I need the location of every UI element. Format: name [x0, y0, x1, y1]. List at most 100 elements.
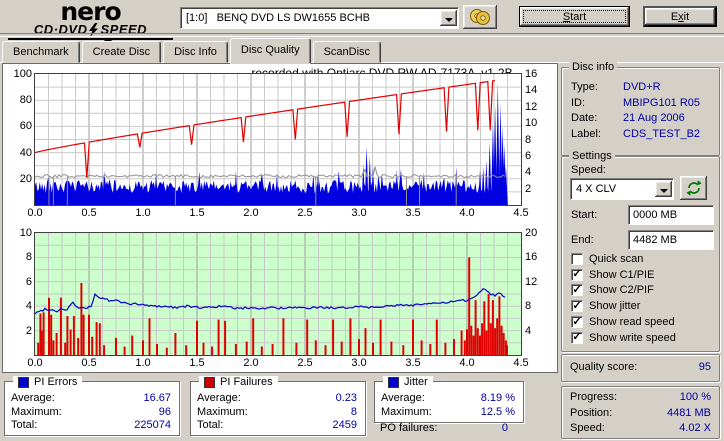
info-row: Date: 21 Aug 2006	[571, 112, 685, 124]
end-position-value: 4482 MB	[633, 234, 678, 246]
speed-label: Speed:	[571, 164, 606, 176]
jitter-stats-box: Jitter Average: 8.19 % Maximum: 12.5 %	[374, 376, 524, 423]
start-position-value: 0000 MB	[633, 209, 678, 221]
info-row: Maximum: 96	[11, 405, 171, 418]
info-row: Average: 16.67	[11, 392, 171, 404]
checkbox-show-c2-pif[interactable]: ✓ Show C2/PIF	[571, 283, 715, 299]
speed-select-arrow[interactable]	[655, 181, 672, 197]
disc-info-button[interactable]	[463, 5, 497, 29]
start-button[interactable]: Start	[519, 6, 630, 27]
checked-checkbox-icon[interactable]: ✓	[571, 299, 583, 313]
quality-score-label: Quality score:	[570, 361, 638, 373]
tab-disc-quality[interactable]: Disc Quality	[229, 38, 311, 64]
checkbox-label: Quick scan	[589, 252, 644, 265]
info-row: Maximum: 8	[197, 405, 357, 418]
jitter-rows: Average: 8.19 % Maximum: 12.5 %	[375, 382, 523, 419]
discs-icon	[470, 9, 490, 25]
settings-group: Settings Speed: 4 X CLV Start: 0000 MB E…	[561, 150, 720, 352]
exit-button-label: Exit	[670, 10, 690, 23]
po-failures-row: PO failures: 0	[380, 421, 508, 435]
drive-select[interactable]: [1:0] BENQ DVD LS DW1655 BCHB	[180, 7, 459, 29]
pi-failures-swatch	[204, 376, 215, 388]
pi-failures-title: PI Failures	[220, 376, 273, 388]
speed-select-value: 4 X CLV	[576, 183, 617, 195]
pi-errors-swatch	[18, 376, 29, 388]
checkbox-show-read-speed[interactable]: ✓ Show read speed	[571, 314, 715, 330]
info-row: Average: 0.23	[197, 392, 357, 404]
drive-select-arrow[interactable]	[440, 10, 457, 26]
pi-failures-stats-box: PI Failures Average: 0.23 Maximum: 8 Total: 2…	[190, 376, 366, 436]
checkbox-label: Show C2/PIF	[589, 284, 654, 297]
checkbox-show-jitter[interactable]: ✓ Show jitter	[571, 298, 715, 314]
logo-underline	[8, 38, 173, 40]
disc-info-legend: Disc info	[569, 61, 618, 73]
cd-dvd-speed-wordmark: CD·DVD SPEED	[8, 23, 173, 37]
info-row: Maximum: 12.5 %	[381, 405, 515, 418]
tab-scandisc[interactable]: ScanDisc	[312, 41, 382, 63]
pi-failures-stats-legend: PI Failures	[199, 376, 278, 388]
toolbar: nero CD·DVD SPEED [1:0] BENQ DVD LS DW16…	[0, 0, 724, 44]
pi-errors-chart	[34, 73, 522, 206]
pi-errors-title: PI Errors	[34, 376, 78, 388]
info-row: Label: CDS_TEST_B2	[571, 127, 701, 140]
info-row: Position: 4481 MB	[570, 406, 711, 419]
tab-disc-info[interactable]: Disc Info	[163, 41, 228, 63]
checkbox-label: Show C1/PIE	[589, 268, 655, 281]
quality-score-value: 95	[698, 361, 711, 373]
chevron-down-icon	[444, 17, 453, 26]
checked-checkbox-icon[interactable]: ✓	[571, 268, 583, 281]
refresh-icon	[685, 180, 702, 196]
refresh-button[interactable]	[680, 176, 707, 200]
start-position-label: Start:	[571, 209, 598, 221]
drive-select-value: [1:0] BENQ DVD LS DW1655 BCHB	[186, 12, 371, 24]
start-position-input[interactable]: 0000 MB	[628, 205, 714, 225]
info-row: ID: MBIPG101 R05	[571, 96, 701, 109]
info-row: Speed: 4.02 X	[570, 422, 711, 434]
checkbox-label: Show jitter	[589, 300, 641, 313]
options-checkbox-list: Quick scan ✓ Show C1/PIE ✓ Show C2/PIF ✓ Show …	[571, 251, 715, 346]
progress-rows: Progress: 100 % Position: 4481 MB Speed: 4.02…	[562, 387, 719, 437]
checkbox-quick-scan[interactable]: Quick scan	[571, 251, 715, 267]
product-right: SPEED	[100, 22, 148, 37]
speed-select[interactable]: 4 X CLV	[570, 178, 674, 200]
tab-benchmark[interactable]: Benchmark	[2, 41, 80, 63]
info-row: Average: 8.19 %	[381, 392, 515, 404]
tab-bar: Benchmark Create Disc Disc Info Disc Qualit…	[2, 38, 383, 64]
unchecked-checkbox-icon[interactable]	[571, 252, 583, 265]
checked-checkbox-icon[interactable]: ✓	[571, 331, 583, 344]
quality-score-box: Quality score: 95	[561, 354, 720, 382]
start-button-label: Start	[562, 10, 587, 23]
jitter-stats-legend: Jitter	[383, 376, 433, 388]
tab-create-disc[interactable]: Create Disc	[81, 41, 162, 63]
po-failures-label: PO failures:	[380, 422, 438, 434]
exit-button[interactable]: Exit	[643, 6, 717, 27]
disc-info-group: Disc info Type: DVD+R ID: MBIPG101 R05 Date:…	[561, 61, 720, 156]
jitter-swatch	[388, 376, 399, 388]
end-position-input[interactable]: 4482 MB	[628, 230, 714, 250]
product-left: CD·DVD	[33, 22, 88, 37]
disc-info-rows: Type: DVD+R ID: MBIPG101 R05 Date: 21 Aug 200…	[571, 80, 713, 142]
checkbox-show-c1-pie[interactable]: ✓ Show C1/PIE	[571, 267, 715, 283]
info-row: Progress: 100 %	[570, 391, 711, 403]
info-row: Total: 225074	[11, 419, 171, 431]
progress-box: Progress: 100 % Position: 4481 MB Speed: 4.02…	[561, 386, 720, 439]
checked-checkbox-icon[interactable]: ✓	[571, 283, 583, 297]
checked-checkbox-icon[interactable]: ✓	[571, 315, 583, 329]
bolt-icon	[89, 23, 99, 37]
info-row: Type: DVD+R	[571, 81, 661, 93]
chevron-down-icon	[659, 188, 668, 197]
nero-logo: nero CD·DVD SPEED	[8, 0, 173, 48]
pi-errors-stats-box: PI Errors Average: 16.67 Maximum: 96 Total: 2…	[4, 376, 180, 436]
settings-legend: Settings	[569, 150, 615, 162]
checkbox-label: Show read speed	[589, 316, 675, 329]
pi-errors-stats-legend: PI Errors	[13, 376, 83, 388]
pi-errors-rows: Average: 16.67 Maximum: 96 Total: 225074	[5, 382, 179, 433]
end-position-label: End:	[571, 234, 594, 246]
pi-failures-rows: Average: 0.23 Maximum: 8 Total: 2459	[191, 382, 365, 433]
toolbar-divider	[0, 33, 724, 37]
po-failures-value: 0	[501, 422, 508, 434]
jitter-title: Jitter	[404, 376, 428, 388]
checkbox-label: Show write speed	[589, 331, 676, 344]
checkbox-show-write-speed[interactable]: ✓ Show write speed	[571, 330, 715, 346]
info-row: Total: 2459	[197, 419, 357, 431]
